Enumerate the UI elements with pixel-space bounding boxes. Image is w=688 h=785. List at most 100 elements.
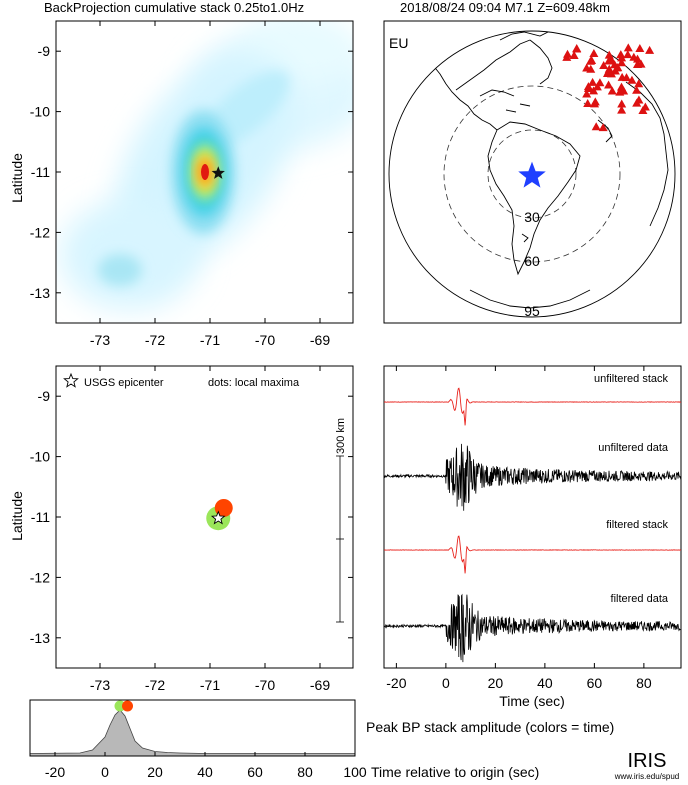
- maxima-xtick-label: -69: [310, 677, 330, 693]
- station-triangle: [569, 50, 579, 59]
- maxima-ylabel: Latitude: [9, 491, 25, 541]
- data-trace-line: [384, 443, 681, 511]
- waveform-xtick-label: 40: [537, 675, 553, 691]
- peak-xlabel: Time relative to origin (sec): [371, 764, 539, 780]
- peak-title: Peak BP stack amplitude (colors = time): [366, 719, 614, 735]
- station-triangle: [605, 56, 615, 65]
- peak-xtick-label: 0: [101, 764, 109, 780]
- station-triangle: [604, 64, 614, 73]
- station-triangle: [617, 105, 627, 114]
- station-triangle: [645, 45, 655, 54]
- station-triangle: [636, 59, 646, 68]
- peak-xtick-label: 20: [147, 764, 163, 780]
- globe-outline: [388, 30, 676, 318]
- station-triangle: [607, 86, 617, 95]
- event-title: 2018/08/24 09:04 M7.1 Z=609.48km: [400, 0, 610, 15]
- station-triangle: [598, 123, 608, 132]
- maxima-xtick-label: -71: [200, 677, 220, 693]
- station-triangle: [627, 75, 637, 84]
- stack-trace-line: [384, 535, 681, 574]
- station-triangle: [635, 44, 645, 53]
- station-triangle: [563, 49, 573, 58]
- station-markers: [562, 43, 655, 132]
- waveform-xtick-label: 60: [587, 675, 603, 691]
- bp-ytick-label: -10: [30, 104, 50, 120]
- station-triangle: [623, 50, 633, 59]
- legend-label: USGS epicenter: [84, 377, 164, 389]
- usgs-epicenter-star-icon: [210, 510, 226, 525]
- iris-logo-text: IRIS: [628, 750, 667, 772]
- station-triangle: [583, 84, 593, 93]
- epicenter-star-icon: [518, 161, 546, 188]
- station-triangle: [592, 82, 602, 91]
- ring-30: [487, 129, 577, 219]
- station-triangle: [588, 77, 598, 86]
- peak-amplitude-panel: -20 0 20 40 60 80 100 Peak BP stack amplitude …: [29, 699, 614, 780]
- bp-xtick-label: -72: [145, 332, 165, 348]
- bp-xtick-label: -70: [255, 332, 275, 348]
- station-map-panel: EU 30 60 95: [383, 20, 682, 324]
- waveform-traces: [384, 387, 681, 663]
- station-triangle: [640, 102, 650, 111]
- peak-time-markers: [114, 700, 133, 712]
- legend-star-icon: [63, 372, 79, 388]
- station-triangle: [583, 98, 593, 107]
- bp-epicenter-star-icon: [211, 166, 225, 179]
- bp-xtick-label: -69: [310, 332, 330, 348]
- bp-ytick-label: -11: [31, 164, 50, 180]
- bp-ytick-label: -13: [30, 285, 50, 301]
- ring-label-30: 30: [524, 209, 540, 225]
- station-triangle: [587, 55, 597, 64]
- station-triangle: [615, 87, 625, 96]
- peak-xtick-label: 60: [247, 764, 263, 780]
- peak-xtick-label: 100: [343, 764, 367, 780]
- maxima-markers: [206, 498, 233, 531]
- bp-heatmap-panel: -73 -72 -71 -70 -69 -9 -10 -11 -12 -13 Latitude: [9, 20, 354, 348]
- trace-label-unfiltered-data: unfiltered data: [598, 442, 669, 454]
- maxima-xtick-label: -70: [255, 677, 275, 693]
- trace-label-filtered-stack: filtered stack: [606, 519, 668, 531]
- waveform-xtick-label: -20: [386, 675, 406, 691]
- scale-label: 300 km: [335, 418, 347, 454]
- waveform-xlabel: Time (sec): [499, 693, 565, 709]
- station-triangle: [590, 99, 600, 108]
- bp-ytick-label: -12: [30, 224, 50, 240]
- peak-axes: -20 0 20 40 60 80 100: [45, 752, 367, 780]
- station-triangle: [582, 89, 592, 98]
- station-triangle: [617, 58, 627, 67]
- ring-label-60: 60: [524, 253, 540, 269]
- bp-axes: -73 -72 -71 -70 -69 -9 -10 -11 -12 -13: [30, 21, 353, 348]
- stack-trace-line: [384, 387, 681, 426]
- maxima-ytick-label: -11: [31, 509, 50, 525]
- station-triangle: [613, 63, 623, 72]
- iris-logo-url: www.iris.edu/spud: [614, 772, 679, 781]
- station-triangle: [623, 43, 633, 52]
- peak-xtick-label: 80: [297, 764, 313, 780]
- maxima-plot-frame: [55, 365, 354, 669]
- waveform-xtick-label: 20: [488, 675, 504, 691]
- local-maxima-panel: USGS epicenter dots: local maxima 300 km…: [9, 365, 354, 693]
- bp-ytick-label: -9: [38, 43, 51, 59]
- iris-logo: IRIS www.iris.edu/spud: [614, 750, 679, 781]
- station-triangle: [632, 98, 642, 107]
- station-triangle: [589, 49, 599, 58]
- waveform-axes: -20 0 20 40 60 80: [386, 366, 652, 691]
- station-triangle: [629, 52, 639, 61]
- data-trace-line: [384, 593, 681, 663]
- maxima-xtick-label: -72: [145, 677, 165, 693]
- waveform-panel: unfiltered stack unfiltered data filtere…: [383, 365, 682, 709]
- station-triangle: [617, 99, 627, 108]
- station-triangle: [632, 85, 642, 94]
- station-triangle: [572, 44, 582, 53]
- waveform-xtick-label: 80: [636, 675, 652, 691]
- maxima-note: dots: local maxima: [208, 377, 300, 389]
- station-triangle: [604, 80, 614, 89]
- bp-ylabel: Latitude: [9, 153, 25, 203]
- peak-xtick-label: -20: [45, 764, 65, 780]
- peak-plot-frame: [29, 699, 356, 757]
- bp-heatmap-field: [60, 21, 353, 310]
- ring-60: [443, 85, 621, 263]
- local-maximum-dot: [214, 498, 233, 517]
- peak-time-marker: [122, 700, 133, 712]
- station-triangle: [634, 79, 644, 88]
